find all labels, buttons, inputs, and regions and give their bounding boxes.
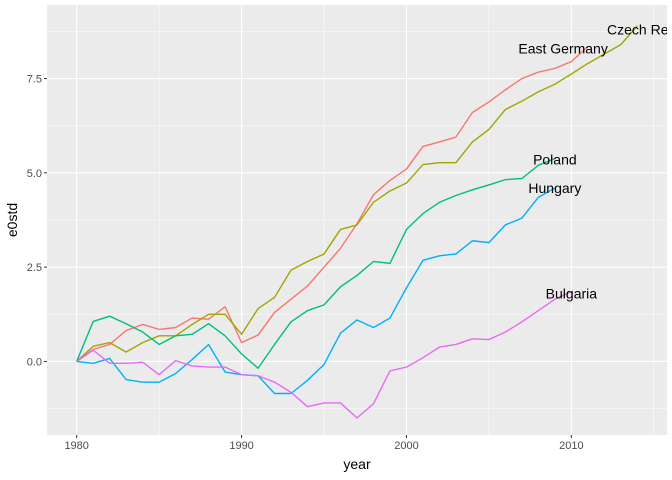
series-line [76, 45, 589, 363]
series-lines [76, 25, 638, 419]
minor-gridlines [47, 5, 667, 435]
y-tick-label: 0.0 [27, 356, 42, 368]
y-tick-label: 7.5 [27, 74, 42, 86]
x-tick-label: 2010 [559, 440, 583, 452]
series-labels: Czech RepuEast Germany Poland Hungary Bulga… [518, 22, 672, 302]
x-tick-label: 2000 [394, 440, 418, 452]
y-tick-label: 2.5 [27, 262, 42, 274]
x-tick-label: 1990 [229, 440, 253, 452]
series-line [76, 25, 638, 362]
y-tick-label: 5.0 [27, 168, 42, 180]
series-label: Hungary [528, 180, 581, 196]
major-gridlines [47, 5, 667, 435]
x-tick-label: 1980 [64, 440, 88, 452]
x-axis: 1980 1990 2000 2010 [64, 435, 584, 452]
series-line [76, 291, 572, 419]
series-line [76, 157, 556, 369]
series-line [76, 187, 556, 395]
series-label: Czech Repu [607, 22, 672, 38]
y-axis: 0.0 2.5 5.0 7.5 [27, 74, 47, 368]
x-axis-title: year [343, 456, 371, 472]
y-axis-title: e0std [4, 203, 20, 237]
series-label: Poland [533, 152, 577, 168]
series-label: East Germany [518, 40, 607, 56]
series-label: Bulgaria [546, 286, 598, 302]
